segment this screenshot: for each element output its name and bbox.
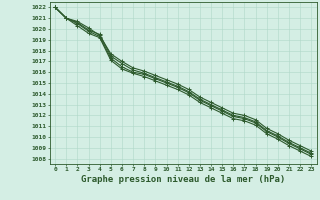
X-axis label: Graphe pression niveau de la mer (hPa): Graphe pression niveau de la mer (hPa) (81, 175, 285, 184)
